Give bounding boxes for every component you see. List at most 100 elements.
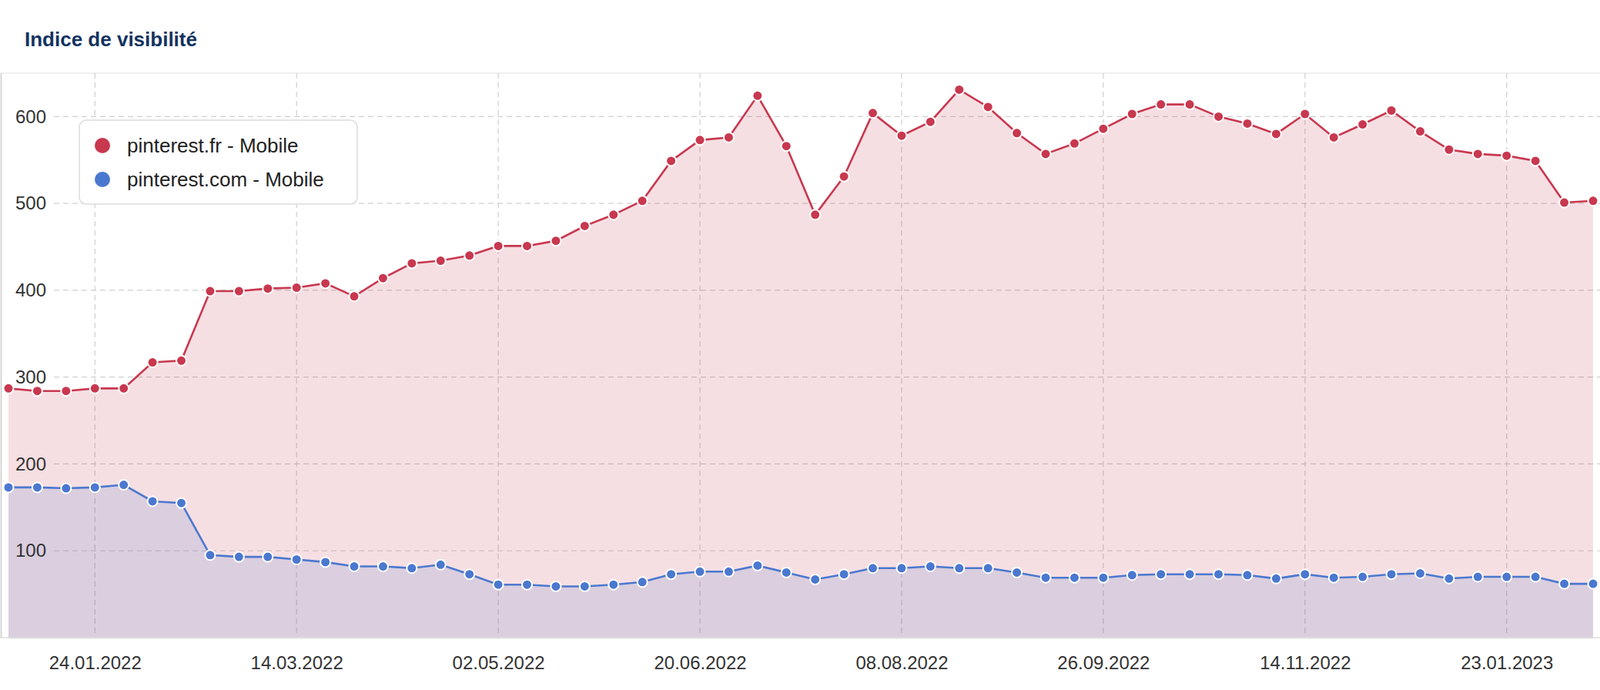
data-point bbox=[579, 220, 590, 231]
data-point bbox=[637, 195, 648, 206]
legend: pinterest.fr - Mobile pinterest.com - Mob… bbox=[79, 120, 358, 205]
legend-entry: pinterest.fr - Mobile bbox=[94, 133, 299, 158]
data-point bbox=[32, 385, 43, 396]
x-axis: 24.01.2022 14.03.2022 02.05.2022 20.06.2022… bbox=[9, 637, 1594, 673]
data-point bbox=[839, 171, 850, 182]
y-axis: 100200300400500600 bbox=[0, 73, 47, 639]
series-line bbox=[8, 89, 1594, 391]
data-point bbox=[666, 155, 677, 166]
data-point bbox=[291, 554, 302, 565]
data-point bbox=[464, 569, 475, 580]
legend-label: pinterest.fr - Mobile bbox=[127, 133, 299, 158]
data-point bbox=[90, 482, 101, 493]
data-point bbox=[1097, 572, 1108, 583]
data-point bbox=[1069, 138, 1080, 149]
data-point bbox=[925, 561, 936, 572]
x-tick-label: 14.11.2022 bbox=[1259, 652, 1351, 673]
data-point bbox=[522, 579, 533, 590]
chart-container: Indice de visibilité10020030040050060024… bbox=[0, 0, 1600, 690]
data-point bbox=[147, 495, 158, 506]
data-point bbox=[1559, 197, 1570, 208]
data-point bbox=[435, 255, 446, 266]
data-point bbox=[1155, 569, 1166, 580]
data-point bbox=[1127, 109, 1138, 120]
data-point bbox=[579, 581, 590, 592]
data-point bbox=[60, 385, 71, 396]
x-tick: 23.01.2023 bbox=[1460, 637, 1554, 673]
series-line bbox=[8, 485, 1594, 587]
data-point bbox=[983, 562, 994, 573]
marks bbox=[3, 84, 1599, 638]
plot-frame-bottom bbox=[0, 636, 1600, 639]
series-area bbox=[8, 89, 1594, 638]
data-point bbox=[262, 283, 273, 294]
data-point bbox=[320, 277, 331, 288]
data-point bbox=[1271, 128, 1282, 139]
data-point bbox=[550, 235, 561, 246]
data-point bbox=[1184, 569, 1195, 580]
data-point bbox=[1501, 572, 1512, 583]
x-tick: 14.11.2022 bbox=[1259, 637, 1351, 673]
data-point bbox=[752, 560, 763, 571]
data-point bbox=[291, 282, 302, 293]
x-tick-label: 26.09.2022 bbox=[1057, 652, 1150, 673]
data-point bbox=[1184, 99, 1195, 110]
data-point bbox=[695, 134, 706, 145]
data-point bbox=[1155, 99, 1166, 110]
x-tick-label: 23.01.2023 bbox=[1460, 652, 1554, 673]
grid-line-y bbox=[53, 116, 1600, 118]
x-tick: 02.05.2022 bbox=[452, 637, 546, 673]
data-point bbox=[32, 482, 43, 493]
data-point bbox=[1041, 148, 1052, 159]
y-tick-label: 400 bbox=[15, 279, 47, 301]
data-point bbox=[118, 383, 129, 394]
data-point bbox=[608, 579, 619, 590]
data-point bbox=[1271, 573, 1282, 584]
data-point bbox=[1501, 150, 1512, 161]
data-point bbox=[1357, 119, 1368, 130]
y-tick: 100 bbox=[0, 539, 47, 561]
data-point bbox=[1472, 148, 1483, 159]
data-point bbox=[723, 566, 734, 577]
data-point bbox=[464, 250, 475, 261]
data-point bbox=[176, 355, 187, 366]
data-point bbox=[1041, 572, 1052, 583]
x-tick-label: 14.03.2022 bbox=[251, 652, 344, 673]
series-0 bbox=[3, 84, 1599, 638]
data-point bbox=[810, 574, 821, 585]
data-point bbox=[810, 209, 821, 220]
data-point bbox=[953, 562, 965, 573]
legend-box bbox=[79, 120, 358, 205]
data-point bbox=[637, 576, 648, 587]
data-point bbox=[1386, 569, 1397, 580]
legend-label: pinterest.com - Mobile bbox=[127, 167, 325, 191]
data-point bbox=[1299, 569, 1310, 580]
x-tick: 24.01.2022 bbox=[49, 637, 142, 673]
x-tick-label: 20.06.2022 bbox=[653, 652, 747, 673]
x-tick-label: 02.05.2022 bbox=[452, 652, 546, 673]
data-point bbox=[867, 562, 878, 573]
data-point bbox=[204, 286, 215, 297]
y-tick: 600 bbox=[0, 106, 47, 128]
x-tick-label: 24.01.2022 bbox=[49, 652, 142, 673]
data-point bbox=[320, 556, 331, 567]
data-point bbox=[493, 241, 504, 252]
data-point bbox=[781, 567, 792, 578]
data-point bbox=[349, 561, 360, 572]
data-point bbox=[262, 552, 273, 563]
y-tick: 200 bbox=[0, 453, 47, 475]
legend-marker bbox=[94, 137, 111, 154]
y-tick: 300 bbox=[0, 366, 47, 388]
data-point bbox=[867, 107, 878, 118]
data-point bbox=[1241, 569, 1252, 580]
data-point bbox=[1213, 111, 1224, 122]
data-point bbox=[522, 241, 533, 252]
data-point bbox=[1127, 569, 1138, 580]
data-point bbox=[896, 130, 907, 141]
data-point bbox=[953, 84, 965, 95]
data-point bbox=[1472, 572, 1483, 583]
data-point bbox=[1386, 105, 1397, 116]
y-tick-label: 100 bbox=[15, 539, 47, 561]
data-point bbox=[608, 209, 619, 220]
data-point bbox=[896, 562, 907, 573]
